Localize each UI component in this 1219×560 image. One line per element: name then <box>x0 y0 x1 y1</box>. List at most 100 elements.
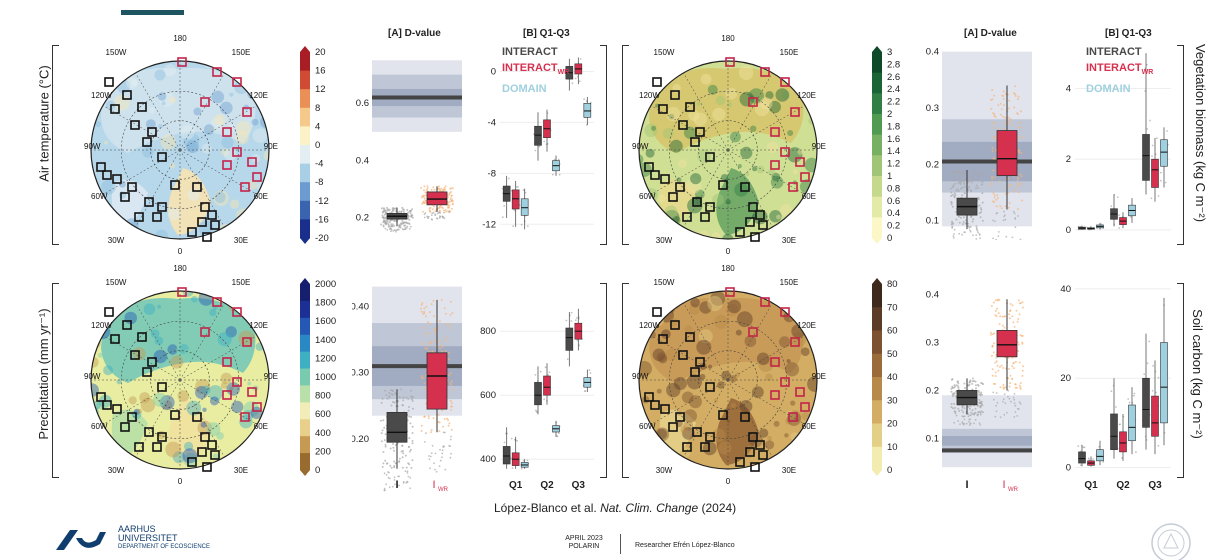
scatter-point <box>1007 107 1010 110</box>
scatter-point <box>398 396 401 399</box>
scatter-point <box>424 191 427 194</box>
scatter-point <box>974 411 977 414</box>
map-texture <box>126 77 138 89</box>
map-texture <box>183 132 200 149</box>
map-texture <box>727 299 742 314</box>
map-texture <box>236 121 251 136</box>
scatter-point <box>443 211 445 214</box>
scatter-point <box>410 225 412 228</box>
y-tick-label: 0.2 <box>926 385 939 396</box>
scatter-point <box>1157 444 1160 447</box>
scatter-point <box>963 185 966 188</box>
scatter-point <box>1020 334 1023 337</box>
colorbar-segment <box>300 219 310 239</box>
site-marker <box>660 174 670 184</box>
org-name: AARHUS UNIVERSITET DEPARTMENT OF ECOSCIE… <box>118 525 210 552</box>
scatter-point <box>447 351 450 354</box>
footer-presenter: Researcher Efrén López-Blanco <box>635 542 735 549</box>
scatter-point <box>441 452 444 455</box>
scatter-point <box>975 234 978 237</box>
scatter-point <box>381 397 384 400</box>
site-marker <box>134 442 144 452</box>
scatter-point <box>1003 127 1006 130</box>
scatter-point <box>978 402 981 404</box>
map-degree-label: 120E <box>249 91 268 100</box>
scatter-point <box>402 222 405 225</box>
scatter-point <box>1008 385 1011 388</box>
x-tick-label-i: I <box>395 479 398 491</box>
scatter-point <box>1000 364 1003 367</box>
colorbar-segment <box>300 200 310 220</box>
scatter-point <box>1017 182 1020 185</box>
scatter-point <box>1160 179 1162 182</box>
map-texture <box>643 50 652 59</box>
map-texture <box>631 298 635 303</box>
colorbar-segment <box>300 368 310 386</box>
scatter-point <box>1014 217 1017 220</box>
scatter-point <box>1008 206 1010 209</box>
scatter-point <box>439 215 441 218</box>
box <box>502 446 511 465</box>
polar-map-vegetation: 180 0 150W 150E 120W 120E 90W 90E 60W 60E 30W 30E <box>631 33 826 257</box>
scatter-point <box>992 333 994 336</box>
scatter-point <box>1002 115 1005 118</box>
scatter-point <box>995 404 997 407</box>
map-texture <box>661 265 670 274</box>
y-tick-label: 0.30 <box>352 368 369 379</box>
scatter-point <box>401 228 404 231</box>
map-degree-label: 60W <box>91 422 108 431</box>
map-degree-label: 150W <box>654 48 675 57</box>
map-latitude-circle <box>668 90 788 210</box>
scatter-point <box>383 439 386 442</box>
map-texture <box>790 400 796 406</box>
scatter-point <box>1019 110 1022 113</box>
colorbar-segment <box>300 89 310 109</box>
scatter-point <box>994 309 997 312</box>
map-texture <box>149 47 157 55</box>
scatter-point <box>380 223 383 226</box>
scatter-point <box>994 415 997 418</box>
map-degree-label: 150E <box>232 48 251 57</box>
scatter-point <box>954 194 957 197</box>
box <box>520 198 529 216</box>
scatter-point <box>406 470 409 473</box>
y-tick-label: 0.3 <box>926 103 939 114</box>
map-meridian <box>179 149 258 195</box>
map-texture <box>267 292 269 303</box>
scatter-point <box>392 446 395 449</box>
colorbar-min-arrow <box>300 470 310 476</box>
scatter-point <box>390 393 393 396</box>
scatter-point <box>959 183 962 185</box>
colorbar-segment <box>300 351 310 370</box>
scatter-point <box>992 136 995 139</box>
scatter-point <box>981 219 984 222</box>
scatter-point <box>951 220 953 223</box>
map-texture <box>122 471 137 486</box>
map-latitude-circle <box>120 320 240 440</box>
scatter-point <box>979 394 982 397</box>
map-degree-label: 150W <box>654 278 675 287</box>
scatter-point <box>1000 108 1003 111</box>
map-texture <box>735 329 742 336</box>
colorbar-tick-label: 20 <box>315 47 326 58</box>
scatter-point <box>438 430 441 433</box>
scatter-point <box>389 227 391 230</box>
scatter-point <box>980 382 983 384</box>
map-texture <box>175 346 182 353</box>
site-marker-wr <box>252 402 262 412</box>
scatter-point <box>425 432 427 435</box>
scatter-point <box>980 208 983 211</box>
polar-map-precipitation: 180 0 150W 150E 120W 120E 90W 90E 60W 60E 30W 30E <box>83 263 278 487</box>
map-texture <box>154 336 164 346</box>
scatter-point <box>993 194 996 197</box>
scatter-point <box>1016 112 1019 115</box>
scatter-point <box>1011 356 1014 359</box>
scatter-point <box>397 475 399 478</box>
scatter-point <box>422 326 425 329</box>
colorbar-tick-label: 1 <box>887 171 892 182</box>
scatter-point <box>410 466 413 469</box>
map-meridian <box>135 72 181 151</box>
scatter-point <box>1014 187 1017 190</box>
map-meridian <box>683 72 729 151</box>
